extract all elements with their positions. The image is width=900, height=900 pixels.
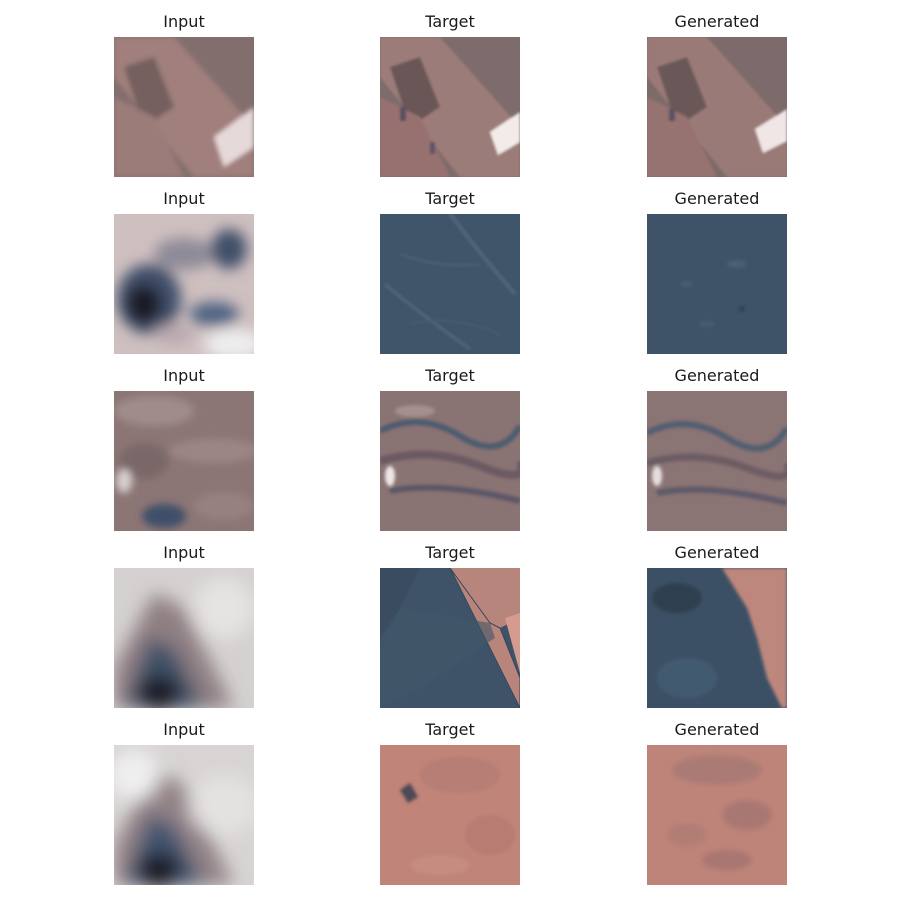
row5-generated-image (647, 745, 787, 885)
row1-target-title: Target (425, 12, 475, 31)
row1-generated-image (647, 37, 787, 177)
row5-target-title: Target (425, 720, 475, 739)
row1-input-title: Input (163, 12, 205, 31)
row4-target-title: Target (425, 543, 475, 562)
row5-generated-title: Generated (674, 720, 760, 739)
row3-target-title: Target (425, 366, 475, 385)
row4-target-image (380, 568, 520, 708)
row1-target-image (380, 37, 520, 177)
row1-input-image (114, 37, 254, 177)
row2-target-image (380, 214, 520, 354)
row1-generated-title: Generated (674, 12, 760, 31)
row5-target-image (380, 745, 520, 885)
row4-input-image (114, 568, 254, 708)
row2-target-title: Target (425, 189, 475, 208)
row5-input-title: Input (163, 720, 205, 739)
row2-generated-image (647, 214, 787, 354)
row4-generated-image (647, 568, 787, 708)
row3-target-image (380, 391, 520, 531)
row4-generated-title: Generated (674, 543, 760, 562)
row3-input-image (114, 391, 254, 531)
row2-generated-title: Generated (674, 189, 760, 208)
row2-input-image (114, 214, 254, 354)
row3-generated-title: Generated (674, 366, 760, 385)
row3-generated-image (647, 391, 787, 531)
row2-input-title: Input (163, 189, 205, 208)
row4-input-title: Input (163, 543, 205, 562)
row3-input-title: Input (163, 366, 205, 385)
row5-input-image (114, 745, 254, 885)
